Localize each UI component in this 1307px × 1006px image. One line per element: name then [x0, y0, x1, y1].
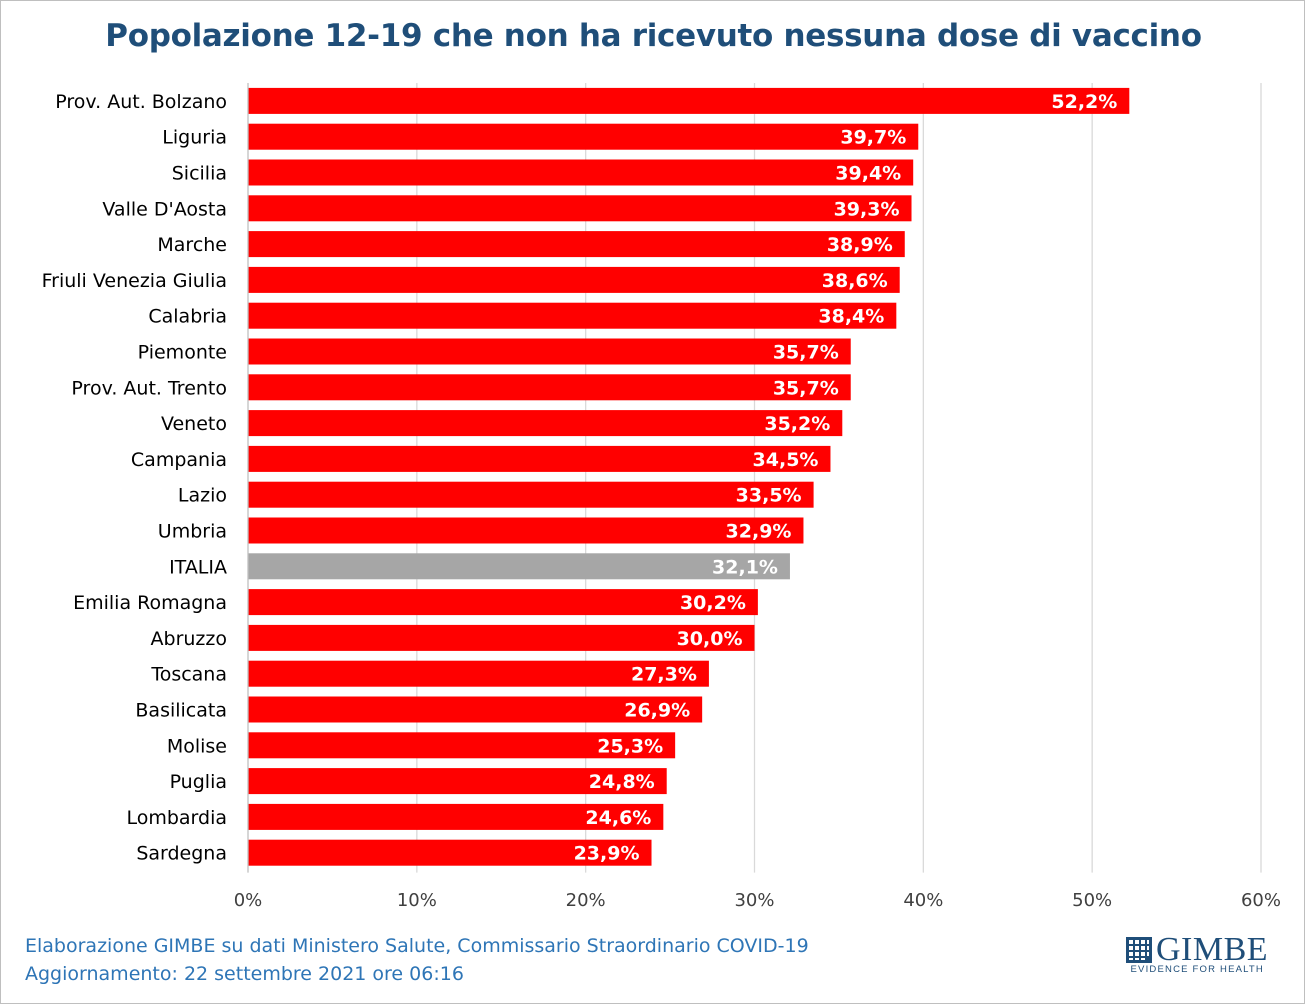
category-label: Umbria [158, 521, 227, 543]
bar [248, 839, 652, 866]
data-label: 27,3% [631, 664, 697, 686]
logo-tagline: EVIDENCE FOR HEALTH [1130, 964, 1264, 975]
data-label: 33,5% [736, 485, 802, 507]
category-label: Molise [167, 735, 227, 757]
bar [248, 768, 667, 795]
bar [248, 338, 851, 365]
gimbe-logo: GIMBE EVIDENCE FOR HEALTH [1126, 931, 1269, 977]
data-label: 32,9% [726, 521, 792, 543]
data-label: 39,7% [840, 127, 906, 149]
chart-title: Popolazione 12-19 che non ha ricevuto ne… [105, 18, 1202, 54]
bar [248, 231, 905, 258]
x-tick-label: 60% [1241, 890, 1281, 911]
x-tick-label: 20% [566, 890, 606, 911]
bar [248, 660, 709, 687]
bar [248, 302, 897, 329]
data-label: 25,3% [597, 735, 663, 757]
x-tick-label: 40% [903, 890, 943, 911]
category-label: Veneto [161, 413, 227, 435]
data-label: 24,8% [589, 771, 655, 793]
footer: Elaborazione GIMBE su dati Ministero Sal… [25, 932, 809, 988]
data-label: 35,2% [764, 413, 830, 435]
bar [248, 374, 851, 401]
data-label: 38,9% [827, 234, 893, 256]
data-label: 23,9% [574, 843, 640, 865]
category-label: Prov. Aut. Trento [71, 377, 227, 399]
bar [248, 123, 919, 150]
x-tick-label: 10% [397, 890, 437, 911]
data-label: 35,7% [773, 342, 839, 364]
data-label: 26,9% [624, 700, 690, 722]
bar [248, 481, 814, 508]
x-tick-label: 0% [234, 890, 263, 911]
bar [248, 195, 912, 222]
category-label: Lombardia [126, 807, 227, 829]
data-label: 35,7% [773, 377, 839, 399]
bar [248, 696, 703, 723]
source-note: Elaborazione GIMBE su dati Ministero Sal… [25, 935, 809, 957]
category-label: Lazio [178, 485, 227, 507]
data-label: 34,5% [753, 449, 819, 471]
data-label: 30,0% [677, 628, 743, 650]
bar [248, 266, 900, 293]
category-label: Basilicata [135, 700, 227, 722]
bar [248, 589, 758, 616]
data-label: 38,4% [818, 306, 884, 328]
data-label: 32,1% [712, 556, 778, 578]
data-label: 52,2% [1051, 91, 1117, 113]
data-label: 30,2% [680, 592, 746, 614]
logo-name: GIMBE [1156, 931, 1269, 968]
x-tick-label: 50% [1072, 890, 1112, 911]
category-label: Calabria [148, 306, 227, 328]
bar [248, 517, 804, 544]
category-label: Sicilia [172, 163, 227, 185]
category-label: Prov. Aut. Bolzano [55, 91, 227, 113]
category-label: Emilia Romagna [73, 592, 227, 614]
category-label: Piemonte [138, 342, 227, 364]
category-label: Puglia [170, 771, 227, 793]
category-label: Marche [157, 234, 227, 256]
category-label: Toscana [150, 664, 227, 686]
gimbe-grid-icon [1126, 937, 1152, 963]
category-label: Friuli Venezia Giulia [42, 270, 227, 292]
update-note: Aggiornamento: 22 settembre 2021 ore 06:… [25, 963, 464, 985]
category-label: Valle D'Aosta [102, 198, 227, 220]
bar [248, 553, 790, 580]
data-label: 38,6% [822, 270, 888, 292]
bar [248, 803, 664, 830]
bar [248, 445, 831, 472]
category-label: Abruzzo [151, 628, 227, 650]
category-label: Liguria [162, 127, 227, 149]
category-label: ITALIA [169, 556, 227, 578]
category-label: Sardegna [136, 843, 227, 865]
bar [248, 624, 755, 651]
bar [248, 410, 843, 437]
category-label: Campania [131, 449, 227, 471]
data-label: 39,3% [834, 198, 900, 220]
x-tick-label: 30% [734, 890, 774, 911]
data-label: 24,6% [585, 807, 651, 829]
bar [248, 87, 1130, 114]
bar [248, 159, 914, 186]
bar [248, 732, 676, 759]
data-label: 39,4% [835, 163, 901, 185]
